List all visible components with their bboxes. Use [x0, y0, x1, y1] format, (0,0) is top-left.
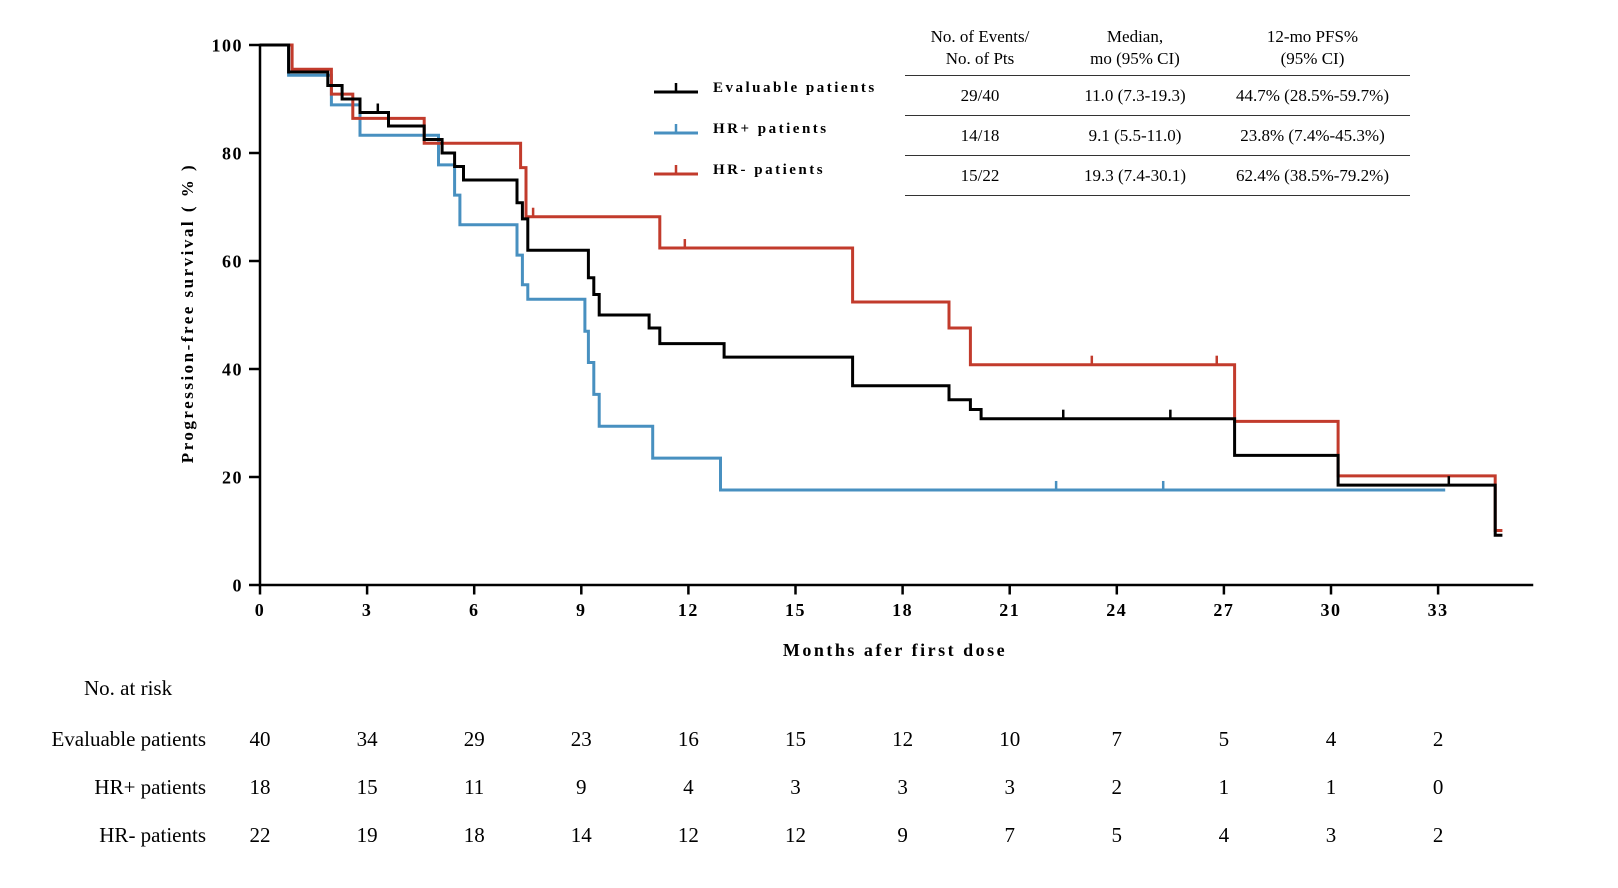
legend-item-0: Evaluable patients [653, 76, 877, 101]
at-risk-count: 18 [249, 775, 271, 799]
at-risk-count: 1 [1218, 775, 1230, 799]
legend-line-icon [654, 82, 698, 93]
y-tick-label: 80 [222, 144, 243, 164]
at-risk-row-label: HR+ patients [94, 775, 206, 799]
stats-value-cell: 23.8% (7.4%-45.3%) [1215, 116, 1410, 157]
at-risk-count: 18 [463, 823, 485, 847]
x-tick-label: 18 [892, 600, 913, 620]
stats-value-cell: 62.4% (38.5%-79.2%) [1215, 156, 1410, 197]
stats-value-cell: 14/18 [905, 116, 1055, 157]
at-risk-count: 1 [1325, 775, 1337, 799]
at-risk-count: 16 [677, 727, 699, 751]
legend-label: Evaluable patients [713, 80, 877, 96]
x-tick-label: 27 [1213, 600, 1234, 620]
y-axis-title: Progression-free survival ( % ) [178, 162, 197, 464]
km-chart-canvas: 0 20 40 60 80 100 0 3 6 9 12 15 18 21 24 27 30 33 [212, 36, 1534, 620]
x-axis-title: Months afer first dose [782, 640, 1008, 660]
at-risk-count: 40 [249, 727, 271, 751]
axes: 0 20 40 60 80 100 0 3 6 9 12 15 18 21 24 27 30 33 [212, 36, 1534, 620]
stats-grid: No. of Events/No. of Pts Median, mo (95% C… [905, 26, 1410, 197]
y-tick-label: 40 [222, 360, 243, 380]
at-risk-count: 3 [1325, 823, 1337, 847]
at-risk-count: 10 [999, 727, 1021, 751]
at-risk-count: 3 [1004, 775, 1015, 799]
x-tick-label: 12 [678, 600, 699, 620]
x-tick-label: 24 [1106, 600, 1127, 620]
y-tick-label: 0 [233, 576, 244, 596]
at-risk-row-label: HR- patients [99, 823, 206, 847]
at-risk-title: No. at risk [84, 676, 173, 700]
at-risk-count: 0 [1432, 775, 1444, 799]
legend-label: HR- patients [713, 162, 826, 178]
y-tick-label: 100 [212, 36, 244, 56]
at-risk-count: 12 [785, 823, 806, 847]
x-tick-label: 0 [255, 600, 266, 620]
survival-curve [260, 43, 1503, 537]
x-tick-label: 3 [362, 600, 373, 620]
at-risk-count: 9 [576, 775, 587, 799]
at-risk-count: 4 [1218, 823, 1230, 847]
x-tick-label: 30 [1321, 600, 1342, 620]
at-risk-count: 7 [1111, 727, 1123, 751]
y-tick-label: 60 [222, 252, 243, 272]
at-risk-count: 5 [1218, 727, 1230, 751]
at-risk-count: 4 [1325, 727, 1337, 751]
at-risk-count: 4 [683, 775, 694, 799]
stats-value-cell: 44.7% (28.5%-59.7%) [1215, 76, 1410, 117]
at-risk-count: 3 [897, 775, 908, 799]
at-risk-count: 5 [1111, 823, 1123, 847]
at-risk-count: 7 [1004, 823, 1015, 847]
at-risk-count: 23 [570, 727, 592, 751]
legend-label: HR+ patients [713, 121, 829, 137]
at-risk-count: 2 [1432, 823, 1444, 847]
summary-stats-table: No. of Events/No. of Pts Median, mo (95% C… [905, 26, 1410, 197]
x-tick-label: 6 [469, 600, 480, 620]
at-risk-count: 15 [785, 727, 806, 751]
stats-value-cell: 9.1 (5.5-11.0) [1055, 116, 1215, 157]
stats-header-cell: 12-mo PFS% (95% CI) [1215, 26, 1410, 77]
x-tick-label: 21 [999, 600, 1020, 620]
stats-value-cell: 29/40 [905, 76, 1055, 117]
at-risk-count: 34 [356, 727, 378, 751]
y-tick-label: 20 [222, 468, 243, 488]
stats-value-cell: 11.0 (7.3-19.3) [1055, 76, 1215, 117]
at-risk-count: 29 [463, 727, 485, 751]
at-risk-count: 12 [677, 823, 699, 847]
at-risk-count: 14 [570, 823, 592, 847]
legend: Evaluable patients HR+ patients HR- patien… [653, 76, 877, 199]
x-tick-label: 15 [785, 600, 806, 620]
stats-header-cell: Median, mo (95% CI) [1055, 26, 1215, 77]
at-risk-count: 2 [1432, 727, 1444, 751]
series-evaluable-patients [260, 43, 1503, 537]
legend-item-1: HR+ patients [653, 117, 877, 142]
legend-line-icon [654, 123, 698, 134]
at-risk-count: 15 [356, 775, 378, 799]
legend-item-2: HR- patients [653, 158, 877, 183]
at-risk-count: 12 [892, 727, 914, 751]
at-risk-count: 9 [897, 823, 908, 847]
at-risk-count: 19 [356, 823, 378, 847]
stats-value-cell: 15/22 [905, 156, 1055, 197]
at-risk-count: 22 [249, 823, 271, 847]
legend-line-icon [654, 164, 698, 175]
at-risk-count: 2 [1111, 775, 1123, 799]
at-risk-count: 3 [790, 775, 801, 799]
x-tick-label: 9 [576, 600, 587, 620]
x-tick-label: 33 [1428, 600, 1449, 620]
stats-header-cell: No. of Events/No. of Pts [905, 26, 1055, 77]
at-risk-row-label: Evaluable patients [51, 727, 206, 751]
at-risk-count: 11 [464, 775, 485, 799]
stats-value-cell: 19.3 (7.4-30.1) [1055, 156, 1215, 197]
